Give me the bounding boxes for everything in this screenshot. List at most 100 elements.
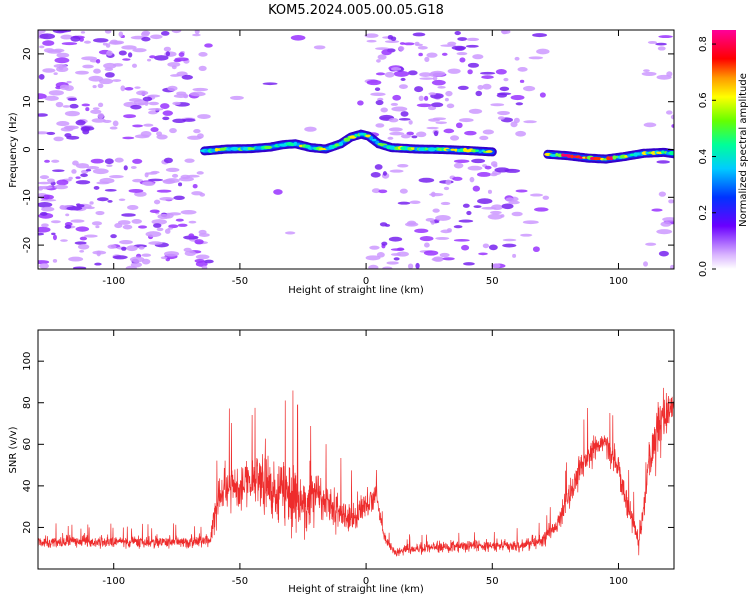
noise-cell <box>196 171 204 175</box>
noise-cell <box>477 84 484 90</box>
noise-cell <box>501 203 514 210</box>
noise-cell <box>184 250 196 257</box>
noise-cell <box>122 224 133 230</box>
noise-cell <box>171 173 179 178</box>
noise-cell <box>390 248 405 251</box>
noise-cell <box>204 259 214 264</box>
snr-x-axis-label: Height of straight line (km) <box>288 584 424 595</box>
noise-cell <box>92 168 109 175</box>
noise-cell <box>184 158 195 163</box>
noise-cell <box>195 254 210 260</box>
noise-cell <box>403 42 415 46</box>
noise-cell <box>44 159 50 163</box>
noise-cell <box>477 198 493 205</box>
noise-cell <box>658 250 669 257</box>
noise-cell <box>201 265 208 269</box>
snr-x-tick-label: 0 <box>363 576 369 587</box>
noise-cell <box>376 252 385 258</box>
noise-cell <box>428 92 437 96</box>
noise-cell <box>459 57 466 63</box>
noise-cell <box>144 100 149 106</box>
noise-cell <box>174 57 189 62</box>
noise-cell <box>366 39 377 43</box>
noise-cell <box>90 158 104 164</box>
snr-series-line <box>37 387 675 557</box>
noise-cell <box>180 209 197 215</box>
noise-cell <box>475 90 483 97</box>
noise-cell <box>199 192 206 197</box>
noise-cell <box>96 197 109 202</box>
noise-cell <box>657 46 666 51</box>
noise-cell <box>104 189 117 192</box>
noise-cell <box>53 72 58 76</box>
noise-cell <box>104 30 112 34</box>
noise-cell <box>406 131 414 136</box>
noise-cell <box>437 86 446 89</box>
snr-x-tick-label: -100 <box>102 576 125 587</box>
snr-y-ticks: 20 40 60 80 100 <box>22 352 674 534</box>
noise-cell <box>643 261 648 267</box>
noise-cell <box>466 210 472 216</box>
noise-cell <box>52 48 65 53</box>
noise-cell <box>102 42 108 46</box>
noise-cell <box>188 233 195 238</box>
noise-cell <box>109 126 118 130</box>
noise-cell <box>42 68 56 73</box>
noise-cell <box>400 134 411 139</box>
noise-cell <box>93 68 101 74</box>
noise-cell <box>656 160 670 164</box>
noise-cell <box>38 74 45 80</box>
noise-cell <box>70 219 85 223</box>
noise-cell <box>54 184 69 190</box>
noise-cell <box>384 40 400 44</box>
ridge-cell <box>668 150 674 156</box>
noise-cell <box>43 48 55 53</box>
noise-cell <box>44 95 59 101</box>
noise-cell <box>131 219 143 224</box>
noise-cell <box>377 54 387 60</box>
noise-cell <box>447 41 457 46</box>
noise-cell <box>522 85 536 92</box>
noise-cell <box>453 225 463 229</box>
noise-cell <box>96 250 101 257</box>
noise-cell <box>532 33 548 38</box>
noise-cell <box>160 31 170 36</box>
noise-cell <box>435 121 448 125</box>
noise-cell <box>479 135 489 141</box>
noise-cell <box>165 51 171 57</box>
noise-cell <box>429 192 444 197</box>
noise-cell <box>141 181 153 186</box>
noise-cell <box>432 256 444 262</box>
noise-cell <box>398 118 411 121</box>
colorbar-label: Normalized spectral amplitude <box>738 73 749 227</box>
noise-cell <box>284 231 296 235</box>
noise-cell <box>469 176 475 183</box>
noise-cell <box>500 214 505 218</box>
noise-cell <box>95 58 101 64</box>
noise-cell <box>118 50 127 56</box>
noise-cell <box>53 64 67 68</box>
noise-cell <box>56 179 69 186</box>
noise-cell <box>461 244 470 251</box>
noise-cell <box>464 130 477 136</box>
noise-cell <box>74 241 87 245</box>
noise-cell <box>503 77 509 82</box>
noise-cell <box>81 56 98 61</box>
noise-cell <box>647 40 658 44</box>
noise-cell <box>52 259 58 263</box>
noise-cell <box>91 221 103 226</box>
noise-cell <box>156 189 172 193</box>
noise-cell <box>39 263 49 269</box>
noise-cell <box>386 261 399 265</box>
noise-cell <box>532 246 540 253</box>
spectrogram-x-tick-label: 100 <box>609 276 628 287</box>
noise-cell <box>668 199 674 204</box>
noise-cell <box>482 129 494 135</box>
colorbar-tick-label: 0.0 <box>698 261 709 277</box>
noise-cell <box>488 244 498 251</box>
noise-cell <box>499 86 510 92</box>
noise-cell <box>522 220 539 225</box>
noise-cell <box>75 180 91 185</box>
noise-cell <box>150 34 163 40</box>
